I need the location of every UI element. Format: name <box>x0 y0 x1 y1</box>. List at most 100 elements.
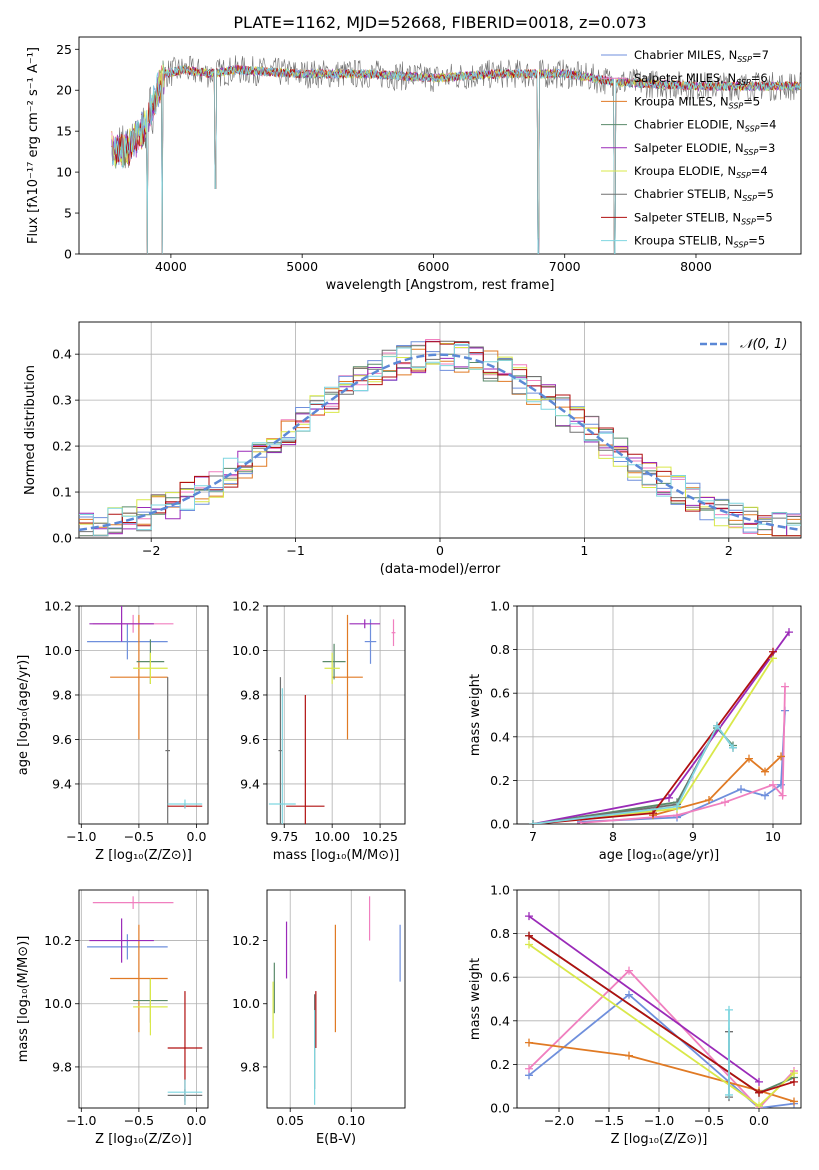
x-axis-label: mass [log₁₀(M/M⊙)] <box>273 848 400 863</box>
x-tick-label: 10.00 <box>314 829 350 844</box>
massweight-marker <box>777 752 785 761</box>
figure-title: PLATE=1162, MJD=52668, FIBERID=0018, z=0… <box>233 13 646 32</box>
y-axis-label: Flux [fλ10⁻¹⁷ erg cm⁻² s⁻¹ A⁻¹] <box>26 47 41 244</box>
plot-area <box>529 628 793 824</box>
massweight-line <box>528 993 795 1108</box>
plot-area <box>268 614 396 824</box>
massweight-marker <box>525 1038 533 1047</box>
y-tick-label: 9.8 <box>52 687 72 702</box>
mass-vs-metallicity-panel: −1.0 −0.5 0.0 9.8 10.0 10.2 Z [log₁₀(Z/Z⊙)] mas… <box>16 889 209 1147</box>
massweight-marker <box>785 628 793 637</box>
axes-frame <box>266 605 406 825</box>
legend-label: Chabrier ELODIE, NSSP=4 <box>634 118 776 134</box>
x-tick-label: 0.10 <box>337 1113 365 1128</box>
error-bar-point <box>167 1079 203 1105</box>
plot-area <box>111 55 801 254</box>
massweight-marker <box>790 1097 798 1106</box>
massweight-marker <box>525 912 533 921</box>
y-tick-label: 9.8 <box>240 687 260 702</box>
y-tick-label: 1.0 <box>490 883 510 898</box>
y-tick-label: 10.2 <box>232 933 260 948</box>
x-tick-label: 1 <box>580 543 588 558</box>
y-axis-label: mass [log₁₀(M/M⊙)] <box>16 936 31 1063</box>
y-tick-label: 0.4 <box>490 729 510 744</box>
massweight-marker <box>761 767 769 776</box>
x-axis-label: age [log₁₀(age/yr)] <box>599 848 720 863</box>
massweight-marker <box>529 820 537 824</box>
massweight-marker <box>625 966 633 975</box>
massweight-marker <box>729 743 737 752</box>
massweight-marker <box>525 1064 533 1073</box>
y-tick-label: 5 <box>64 206 72 221</box>
mass-vs-ebv-panel: 0.05 0.10 E(B-V) 9.8 10.0 10.2 <box>232 889 406 1147</box>
x-tick-label: 9 <box>689 829 697 844</box>
legend-label: Salpeter STELIB, NSSP=5 <box>634 210 773 226</box>
axes-frame <box>78 321 802 539</box>
massweight-marker <box>781 682 789 691</box>
x-tick-label: 0.0 <box>749 1113 769 1128</box>
x-axis-label: wavelength [Angstrom, rest frame] <box>326 278 555 293</box>
legend-label: Kroupa MILES, NSSP=5 <box>634 94 760 110</box>
spectrum-line <box>111 64 801 254</box>
legend-label: Kroupa STELIB, NSSP=5 <box>634 234 765 250</box>
legend-label: Chabrier MILES, NSSP=7 <box>634 48 769 64</box>
x-tick-label: 8000 <box>680 259 712 274</box>
massweight-line <box>532 631 790 824</box>
massweight-line <box>528 935 795 1094</box>
axes-frame <box>78 36 802 255</box>
x-tick-label: 4000 <box>155 259 187 274</box>
age-vs-mass-panel: 9.75 10.00 10.25 9.4 9.6 9.8 10.0 10.2 mass [log… <box>232 599 406 863</box>
massweight-line <box>528 1041 795 1103</box>
y-tick-label: 15 <box>56 124 72 139</box>
massweight-marker <box>769 780 777 789</box>
error-bar-point <box>167 799 203 809</box>
error-bar-point <box>268 688 296 824</box>
massweight-line <box>528 969 795 1108</box>
axes-frame <box>78 605 209 825</box>
x-tick-label: 0.05 <box>276 1113 304 1128</box>
error-bar-point <box>324 652 340 684</box>
y-tick-label: 9.4 <box>52 776 72 791</box>
massweight-marker <box>745 754 753 763</box>
massweight-vs-metallicity-panel: −2.0 −1.5 −1.0 −0.5 0.0 0.0 0.2 0.4 0.6 0.8 1.0 Z [… <box>468 883 802 1147</box>
x-axis-label: Z [log₁₀(Z/Z⊙)] <box>95 848 192 863</box>
massweight-marker <box>755 1077 763 1086</box>
y-tick-label: 9.6 <box>240 732 260 747</box>
residuals-panel: −2 −1 0 1 2 0.0 0.1 0.2 0.3 0.4 (data-model)/error… <box>23 321 802 577</box>
histogram-step <box>79 340 801 533</box>
x-tick-label: 10.25 <box>362 829 398 844</box>
x-tick-label: 7 <box>529 829 537 844</box>
y-tick-label: 9.6 <box>52 732 72 747</box>
massweight-marker <box>725 1005 733 1014</box>
massweight-line <box>528 935 795 1094</box>
x-tick-label: −1.5 <box>594 1113 624 1128</box>
x-axis-label: (data-model)/error <box>380 562 501 577</box>
error-bar-point <box>165 677 170 824</box>
y-tick-label: 10.0 <box>232 996 260 1011</box>
error-bar-point <box>349 619 381 629</box>
x-tick-label: 7000 <box>549 259 581 274</box>
x-tick-label: 0.0 <box>187 829 207 844</box>
x-tick-label: −2 <box>142 543 160 558</box>
x-axis-label: Z [log₁₀(Z/Z⊙)] <box>611 1132 708 1147</box>
x-tick-label: −0.5 <box>124 829 154 844</box>
x-tick-label: −1.0 <box>66 1113 96 1128</box>
massweight-marker <box>737 785 745 794</box>
error-bar-point <box>332 614 363 740</box>
error-bar-point <box>110 614 168 740</box>
massweight-marker <box>665 793 673 802</box>
y-tick-label: 10.2 <box>44 933 72 948</box>
y-axis-label: Normed distribution <box>23 365 38 495</box>
histogram-step <box>79 343 801 537</box>
x-tick-label: 0 <box>436 543 444 558</box>
plot-area <box>272 896 401 1105</box>
x-tick-label: 8 <box>609 829 617 844</box>
y-tick-label: 10.0 <box>44 996 72 1011</box>
y-axis-label: age [log₁₀(age/yr)] <box>16 655 31 776</box>
plot-area <box>79 339 801 537</box>
x-tick-label: 5000 <box>286 259 318 274</box>
massweight-marker <box>673 802 681 811</box>
massweight-marker <box>790 1077 798 1086</box>
error-bar-point <box>87 934 168 960</box>
axes-frame <box>516 605 802 825</box>
